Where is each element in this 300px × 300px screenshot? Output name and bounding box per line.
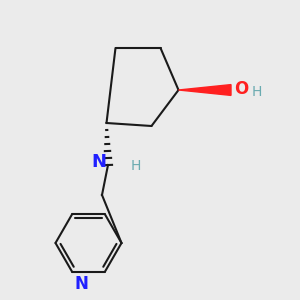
Text: N: N — [92, 153, 106, 171]
Polygon shape — [178, 85, 231, 95]
Text: O: O — [234, 80, 248, 98]
Text: H: H — [130, 160, 141, 173]
Text: N: N — [75, 274, 89, 292]
Text: H: H — [251, 85, 262, 98]
